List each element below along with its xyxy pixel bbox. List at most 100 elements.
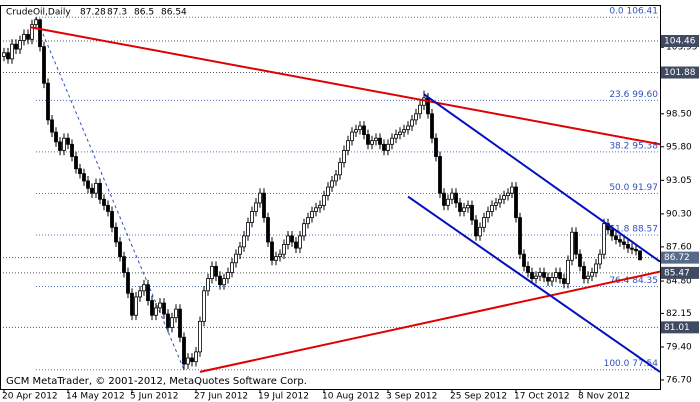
candle-body: [238, 246, 242, 255]
x-tick-label: 8 Nov 2012: [578, 392, 630, 402]
candle-body: [406, 125, 410, 131]
candle-body: [402, 129, 406, 133]
candle-body: [550, 277, 554, 282]
candle-body: [70, 143, 74, 157]
candle-body: [358, 125, 362, 131]
candle-body: [282, 244, 286, 255]
candle-body: [614, 235, 618, 240]
fib-label: 23.6 99.60: [609, 90, 658, 100]
candle-body: [582, 266, 586, 280]
candle-body: [210, 266, 214, 280]
candle-body: [74, 156, 78, 170]
candle-body: [122, 256, 126, 273]
fib-label: 76.4 84.35: [609, 276, 658, 286]
candle-body: [18, 40, 22, 50]
candle-body: [634, 248, 638, 252]
y-tick-label: 76.70: [666, 375, 692, 385]
candle-body: [362, 125, 366, 135]
candle-body: [286, 235, 290, 245]
candle-body: [50, 119, 54, 133]
candle-body: [278, 253, 282, 258]
x-tick-label: 25 Sep 2012: [450, 392, 507, 402]
candle-body: [26, 34, 30, 40]
ohlc-high: 87.3: [107, 8, 127, 18]
candle-body: [2, 52, 6, 57]
y-tick-label: 93.05: [666, 176, 692, 186]
candle-body: [330, 180, 334, 188]
price-level-label: 86.72: [664, 253, 690, 263]
candle-body: [390, 137, 394, 145]
trendline: [29, 26, 660, 146]
candle-body: [166, 313, 170, 328]
candle-body: [318, 204, 322, 209]
candle-body: [178, 308, 182, 338]
ohlc-open: 87.28: [80, 8, 106, 18]
candle-body: [142, 284, 146, 292]
candle-body: [534, 275, 538, 280]
candle-body: [450, 192, 454, 200]
candle-body: [430, 113, 434, 139]
candle-body: [322, 195, 326, 206]
price-level-box: [661, 321, 699, 334]
candle-body: [98, 182, 102, 200]
y-tick-label: 79.40: [666, 342, 692, 352]
candle-body: [474, 219, 478, 237]
price-level-label: 101.88: [664, 68, 696, 78]
candle-body: [574, 231, 578, 255]
candle-body: [510, 186, 514, 194]
candle-body: [562, 278, 566, 284]
candle-body: [342, 150, 346, 164]
candle-body: [126, 272, 130, 294]
candle-body: [90, 187, 94, 194]
candle-body: [526, 266, 530, 273]
candle-body: [10, 43, 14, 60]
candle-body: [370, 140, 374, 145]
x-tick-label: 14 May 2012: [66, 392, 125, 402]
x-tick-label: 5 Jun 2012: [130, 392, 178, 402]
candle-body: [638, 250, 642, 261]
candle-body: [374, 137, 378, 142]
fib-label: 100.0 77.54: [604, 359, 659, 369]
candle-body: [546, 277, 550, 282]
y-tick-label: 95.80: [666, 142, 692, 152]
candle-body: [578, 253, 582, 267]
candle-body: [254, 202, 258, 212]
candle-body: [226, 272, 230, 280]
candle-body: [86, 180, 90, 189]
candle-body: [338, 162, 342, 176]
candle-body: [498, 198, 502, 204]
candle-body: [214, 266, 218, 277]
candle-body: [570, 231, 574, 261]
candle-body: [410, 119, 414, 127]
x-tick-label: 27 Jun 2012: [194, 392, 248, 402]
candle-body: [418, 104, 422, 115]
candle-body: [434, 137, 438, 157]
candle-body: [290, 235, 294, 243]
candle-body: [130, 292, 134, 316]
candle-body: [106, 204, 110, 212]
fib-label: 38.2 95.38: [609, 141, 658, 151]
y-tick-label: 103.95: [666, 43, 698, 53]
x-tick-label: 3 Sep 2012: [386, 392, 437, 402]
candle-body: [102, 198, 106, 206]
candle-body: [506, 192, 510, 196]
ohlc-close: 86.54: [161, 8, 187, 18]
candle-body: [266, 217, 270, 243]
candle-body: [310, 211, 314, 218]
candle-body: [270, 241, 274, 261]
candle-body: [62, 137, 66, 151]
candle-body: [230, 262, 234, 273]
candle-body: [530, 272, 534, 280]
candle-body: [622, 241, 626, 245]
axes: 76.70 79.40 82.15 84.80 87.60 90.30 93.05 95.80…: [2, 35, 699, 402]
candle-body: [602, 223, 606, 255]
candle-body: [598, 253, 602, 265]
candle-body: [538, 272, 542, 277]
candle-body: [334, 174, 338, 182]
candle-body: [134, 296, 138, 316]
candle-body: [54, 131, 58, 143]
candle-body: [414, 113, 418, 121]
candle-body: [66, 137, 70, 145]
fib-label: 50.0 91.97: [609, 183, 658, 193]
